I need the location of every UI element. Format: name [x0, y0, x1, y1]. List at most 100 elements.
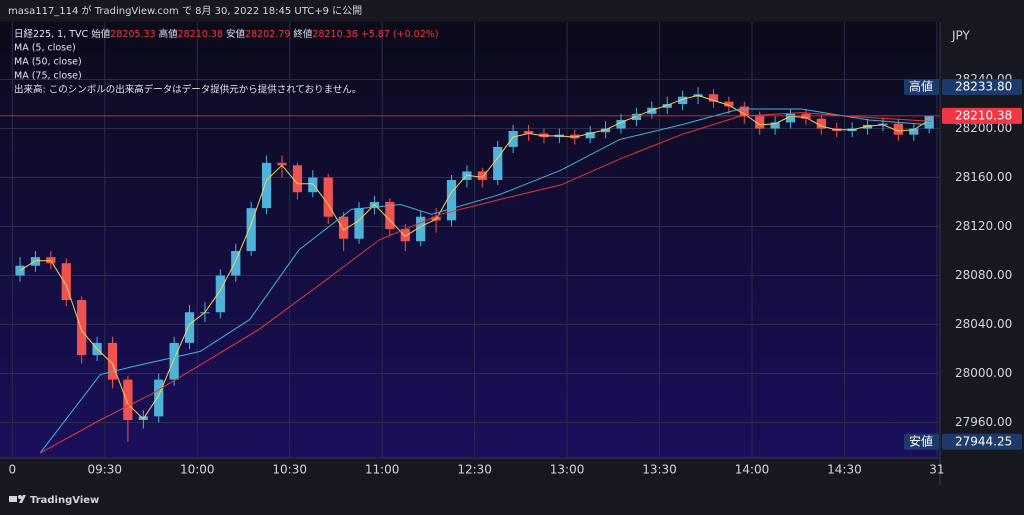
- price-badge-name-bg: [904, 433, 939, 450]
- legend-entry: MA (75, close): [14, 71, 82, 82]
- candle-body: [647, 107, 657, 114]
- ma-line: [19, 94, 930, 420]
- candle-body: [539, 133, 549, 138]
- candle-body: [46, 257, 56, 264]
- candle-body: [169, 342, 179, 380]
- candle-body: [231, 251, 241, 276]
- candle-body: [862, 124, 873, 129]
- candle-body: [909, 128, 919, 135]
- candle-body: [585, 132, 595, 139]
- y-tick-label: 28080.00: [955, 268, 1012, 282]
- candle-body: [631, 113, 642, 120]
- candle-body: [354, 208, 364, 239]
- candle-body: [246, 208, 256, 252]
- x-tick-label: 14:30: [827, 463, 862, 477]
- candle-body: [323, 177, 333, 217]
- x-tick-label: 14:00: [735, 463, 770, 477]
- candle-body: [708, 94, 719, 102]
- candle-body: [77, 300, 87, 356]
- candle-body: [30, 257, 41, 266]
- candle-body: [801, 113, 811, 119]
- logo-mark: [18, 495, 22, 499]
- candle-body: [339, 216, 349, 239]
- volume-note: 出来高: このシンボルの出来高データはデータ提供元から提供されておりません。: [14, 84, 361, 96]
- price-badge-name: 高値: [909, 79, 933, 94]
- ohlc-value: 28210.38: [312, 29, 357, 40]
- price-badge-label: 28233.80: [955, 80, 1012, 94]
- ohlc-value: 28205.33: [110, 29, 155, 40]
- x-tick-label: 10:30: [272, 463, 307, 477]
- y-tick-label: 28200.00: [955, 121, 1012, 135]
- price-badge-name: 安値: [909, 433, 933, 448]
- candle-body: [508, 131, 518, 147]
- y-tick-label: 28120.00: [955, 219, 1012, 233]
- candle-body: [154, 379, 164, 417]
- currency: JPY: [951, 29, 971, 43]
- candle-body: [755, 116, 765, 129]
- candle-body: [724, 101, 734, 107]
- candle-body: [570, 134, 580, 139]
- x-tick-label: 10:00: [180, 463, 215, 477]
- ohlc-value: 28210.38: [178, 29, 223, 40]
- ma-line: [39, 112, 931, 454]
- candle-body: [416, 216, 426, 242]
- candle-body: [785, 113, 796, 123]
- legend-entry: MA (5, close): [14, 43, 76, 54]
- x-tick-label: 12:30: [457, 463, 492, 477]
- x-tick-label: 31: [929, 463, 944, 477]
- x-tick-label: 0: [9, 463, 17, 477]
- price-badge: [942, 433, 1022, 450]
- candle-body: [616, 119, 626, 129]
- symbol: 日経225, 1, TVC: [14, 28, 89, 40]
- candle-body: [184, 312, 195, 343]
- x-tick-label: 09:30: [87, 463, 122, 477]
- ma-line: [39, 108, 931, 454]
- brand-logo: TradingView: [9, 495, 99, 506]
- candle-body: [277, 162, 287, 166]
- legend: 日経225, 1, TVC 始値28205.33 高値28210.38 安値28…: [14, 28, 438, 96]
- candle-body: [261, 162, 272, 209]
- candle-body: [477, 171, 487, 180]
- price-badge: [942, 107, 1022, 124]
- candle-body: [308, 177, 318, 193]
- ohlc-label: 高値: [159, 28, 179, 40]
- candle-body: [662, 104, 672, 108]
- x-tick-label: 11:00: [365, 463, 400, 477]
- candle-body: [400, 228, 410, 242]
- candle-body: [61, 263, 71, 301]
- candle-body: [123, 379, 133, 421]
- candle-body: [739, 106, 749, 117]
- candle-body: [523, 131, 534, 134]
- candle-body: [215, 275, 225, 313]
- price-badge-label: 27944.25: [955, 434, 1012, 448]
- legend-ohlc: 日経225, 1, TVC 始値28205.33 高値28210.38 安値28…: [14, 28, 438, 40]
- candle-body: [816, 118, 826, 129]
- x-tick-label: 13:30: [642, 463, 677, 477]
- candle-body: [770, 122, 780, 129]
- candle-body: [878, 123, 888, 125]
- logo-mark: [19, 495, 26, 503]
- change: +5.87 (+0.02%): [361, 29, 439, 40]
- logo-mark: [9, 496, 17, 502]
- y-tick-label: 28000.00: [955, 366, 1012, 380]
- price-badge-name-bg: [904, 79, 939, 96]
- legend-entry: MA (50, close): [14, 57, 82, 68]
- candle-body: [600, 128, 611, 133]
- candle-body: [292, 165, 303, 193]
- price-badge: [942, 79, 1022, 96]
- candle-body: [107, 342, 118, 380]
- y-tick-label: 27960.00: [955, 415, 1012, 429]
- candle-body: [678, 96, 688, 105]
- x-tick-label: 13:00: [550, 463, 585, 477]
- ohlc-label: 終値: [293, 28, 313, 40]
- candle-body: [924, 115, 934, 129]
- candle-body: [385, 202, 395, 229]
- y-tick-label: 28040.00: [955, 317, 1012, 331]
- plot: [0, 22, 940, 458]
- y-tick-label: 28160.00: [955, 170, 1012, 184]
- ohlc-label: 始値: [91, 28, 111, 40]
- candle-body: [493, 146, 503, 180]
- publish-info: masa117_114 が TradingView.com で 8月 30, 2…: [8, 4, 362, 17]
- candle-body: [893, 123, 904, 135]
